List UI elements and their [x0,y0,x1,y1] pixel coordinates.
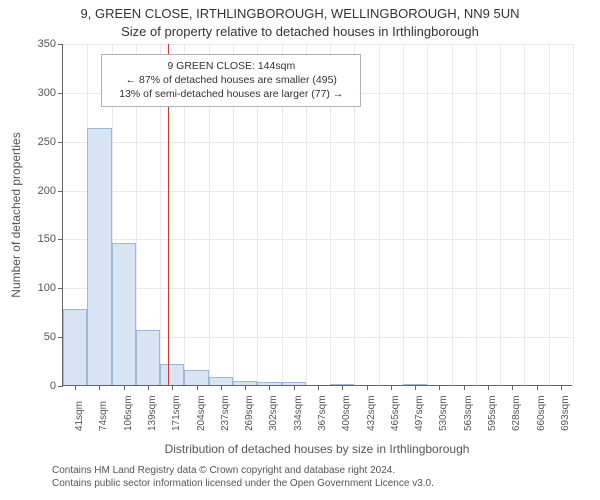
xtick-mark [148,385,149,390]
gridline-vertical [573,44,574,385]
ytick-mark [58,288,63,289]
xtick-label: 660sqm [536,395,547,431]
xtick-mark [488,385,489,390]
xtick-label: 237sqm [220,395,231,431]
xtick-mark [269,385,270,390]
xtick-mark [318,385,319,390]
xtick-mark [342,385,343,390]
xtick-mark [245,385,246,390]
ytick-mark [58,44,63,45]
ytick-mark [58,93,63,94]
xtick-mark [391,385,392,390]
xtick-mark [197,385,198,390]
xtick-label: 269sqm [244,395,255,431]
xtick-mark [367,385,368,390]
ytick-label: 150 [30,233,56,245]
gridline-horizontal [63,239,572,240]
bar [233,381,257,385]
bar [209,377,233,385]
annotation-line3: 13% of semi-detached houses are larger (… [110,87,352,101]
xtick-label: 400sqm [341,395,352,431]
xtick-label: 106sqm [123,395,134,431]
annotation-line1: 9 GREEN CLOSE: 144sqm [110,59,352,73]
xtick-mark [124,385,125,390]
xtick-label: 530sqm [438,395,449,431]
xtick-label: 432sqm [366,395,377,431]
gridline-vertical [500,44,501,385]
ytick-mark [58,191,63,192]
xtick-mark [512,385,513,390]
ytick-label: 350 [30,38,56,50]
bar [63,309,87,385]
xtick-label: 139sqm [147,395,158,431]
ytick-label: 50 [30,331,56,343]
xtick-mark [75,385,76,390]
y-axis-label: Number of detached properties [9,132,23,297]
xtick-mark [294,385,295,390]
xtick-mark [537,385,538,390]
gridline-horizontal [63,191,572,192]
plot-area: 9 GREEN CLOSE: 144sqm← 87% of detached h… [62,44,572,386]
x-axis-label: Distribution of detached houses by size … [62,442,572,456]
chart-title-line2: Size of property relative to detached ho… [0,24,600,39]
footnote-line1: Contains HM Land Registry data © Crown c… [52,464,434,477]
gridline-vertical [549,44,550,385]
footnote-line2: Contains public sector information licen… [52,477,434,490]
xtick-label: 595sqm [487,395,498,431]
ytick-mark [58,386,63,387]
annotation-line2: ← 87% of detached houses are smaller (49… [110,73,352,87]
ytick-label: 0 [30,380,56,392]
xtick-label: 204sqm [196,395,207,431]
gridline-vertical [476,44,477,385]
gridline-vertical [452,44,453,385]
ytick-label: 100 [30,282,56,294]
gridline-horizontal [63,142,572,143]
gridline-vertical [524,44,525,385]
bar [87,128,111,385]
footnote: Contains HM Land Registry data © Crown c… [52,464,434,490]
xtick-label: 302sqm [268,395,279,431]
xtick-mark [221,385,222,390]
ytick-label: 300 [30,87,56,99]
gridline-horizontal [63,44,572,45]
gridline-horizontal [63,288,572,289]
xtick-label: 465sqm [390,395,401,431]
ytick-label: 200 [30,185,56,197]
gridline-vertical [379,44,380,385]
bar [282,382,306,385]
ytick-mark [58,142,63,143]
xtick-mark [561,385,562,390]
xtick-mark [415,385,416,390]
xtick-label: 367sqm [317,395,328,431]
bar [160,364,184,385]
xtick-label: 41sqm [74,401,85,431]
xtick-label: 693sqm [560,395,571,431]
xtick-label: 628sqm [511,395,522,431]
xtick-mark [439,385,440,390]
gridline-vertical [427,44,428,385]
xtick-label: 74sqm [98,401,109,431]
bar [330,384,354,385]
chart-container: 9, GREEN CLOSE, IRTHLINGBOROUGH, WELLING… [0,0,600,500]
xtick-mark [172,385,173,390]
xtick-label: 171sqm [171,395,182,431]
bar [184,370,208,385]
bar [403,384,427,385]
xtick-label: 334sqm [293,395,304,431]
bar [257,382,281,385]
xtick-label: 563sqm [463,395,474,431]
bar [136,330,160,385]
chart-title-line1: 9, GREEN CLOSE, IRTHLINGBOROUGH, WELLING… [0,6,600,21]
ytick-label: 250 [30,136,56,148]
xtick-mark [464,385,465,390]
ytick-mark [58,239,63,240]
annotation-box: 9 GREEN CLOSE: 144sqm← 87% of detached h… [101,54,361,107]
xtick-mark [99,385,100,390]
xtick-label: 497sqm [414,395,425,431]
bar [112,243,136,385]
gridline-vertical [403,44,404,385]
